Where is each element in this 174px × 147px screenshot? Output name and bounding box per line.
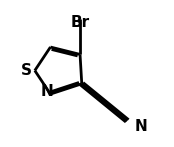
Text: Br: Br bbox=[70, 15, 90, 30]
Text: N: N bbox=[41, 84, 53, 99]
Text: N: N bbox=[135, 119, 147, 134]
Text: S: S bbox=[21, 63, 32, 78]
